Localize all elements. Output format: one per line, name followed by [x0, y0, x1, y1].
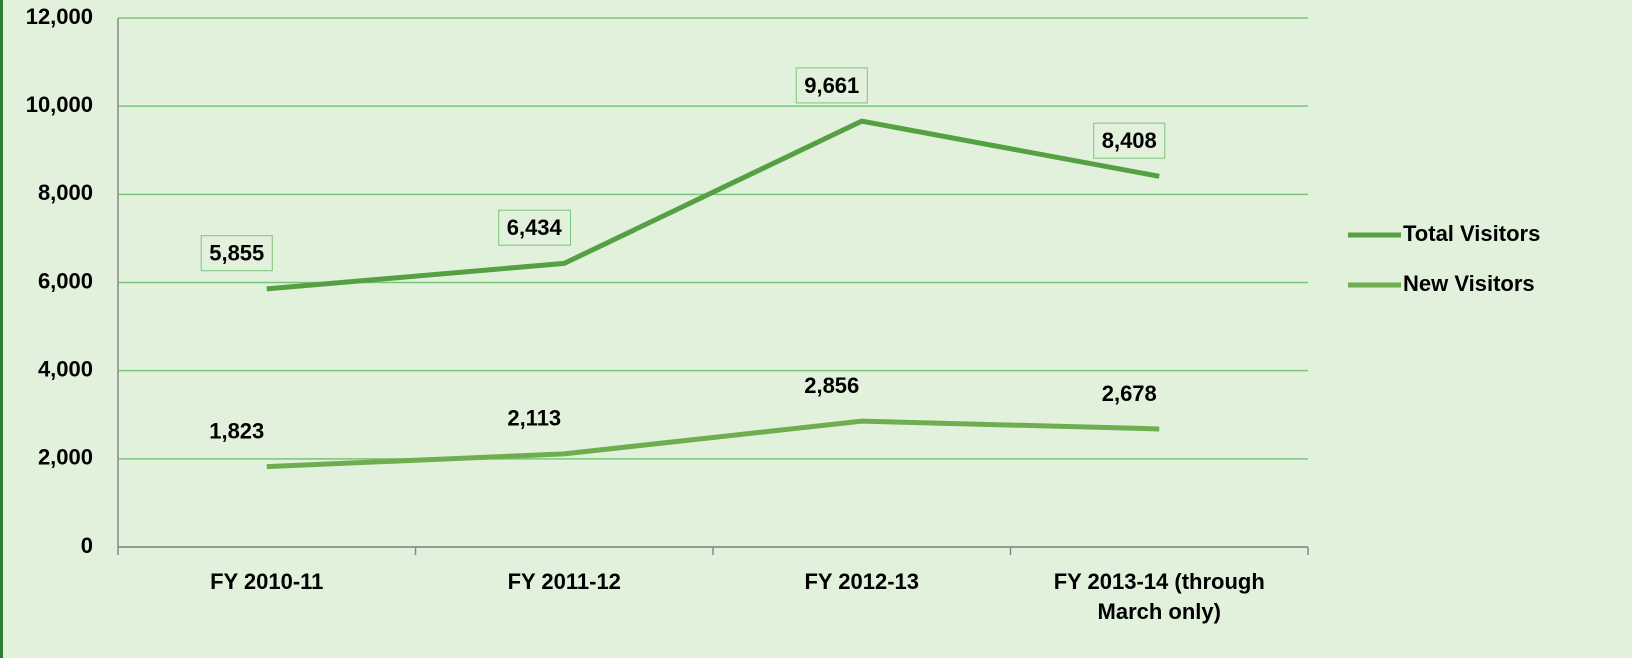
y-tick-label: 4,000: [38, 356, 93, 381]
data-label-box: [498, 209, 572, 246]
x-tick-label: FY 2010-11: [210, 569, 324, 594]
y-tick-label: 2,000: [38, 445, 93, 470]
data-label: 2,856: [804, 373, 859, 398]
x-tick-label: FY 2011-12: [507, 569, 621, 594]
data-label: 5,855: [209, 241, 264, 266]
data-label: 2,113: [507, 406, 561, 431]
x-tick-label: FY 2013-14 (through March only): [1053, 569, 1265, 624]
line: [266, 418, 1160, 470]
legend-label: Total Visitors: [1403, 221, 1540, 246]
data-label: 1,823: [209, 418, 264, 443]
y-tick-label: 6,000: [38, 268, 93, 293]
x-tick-label: FY 2012-13: [804, 569, 920, 594]
legend-label: New Visitors: [1403, 271, 1535, 296]
data-label-box: [1093, 122, 1166, 159]
data-label-box: [795, 67, 868, 104]
line: [266, 118, 1160, 292]
y-tick-label: 12,000: [26, 4, 93, 29]
data-label: 2,678: [1102, 381, 1157, 406]
data-label: 8,408: [1102, 128, 1157, 153]
y-tick-label: 8,000: [38, 180, 93, 205]
data-label: 6,434: [507, 215, 563, 240]
y-tick-label: 10,000: [26, 92, 93, 117]
data-label-box: [200, 235, 273, 272]
chart-svg: 0 2,000 4,000 6,000 8,000 10,000 12,000 5,855 6,…: [26, 4, 1541, 558]
y-tick-label: 0: [81, 533, 93, 558]
data-label: 9,661: [804, 73, 859, 98]
